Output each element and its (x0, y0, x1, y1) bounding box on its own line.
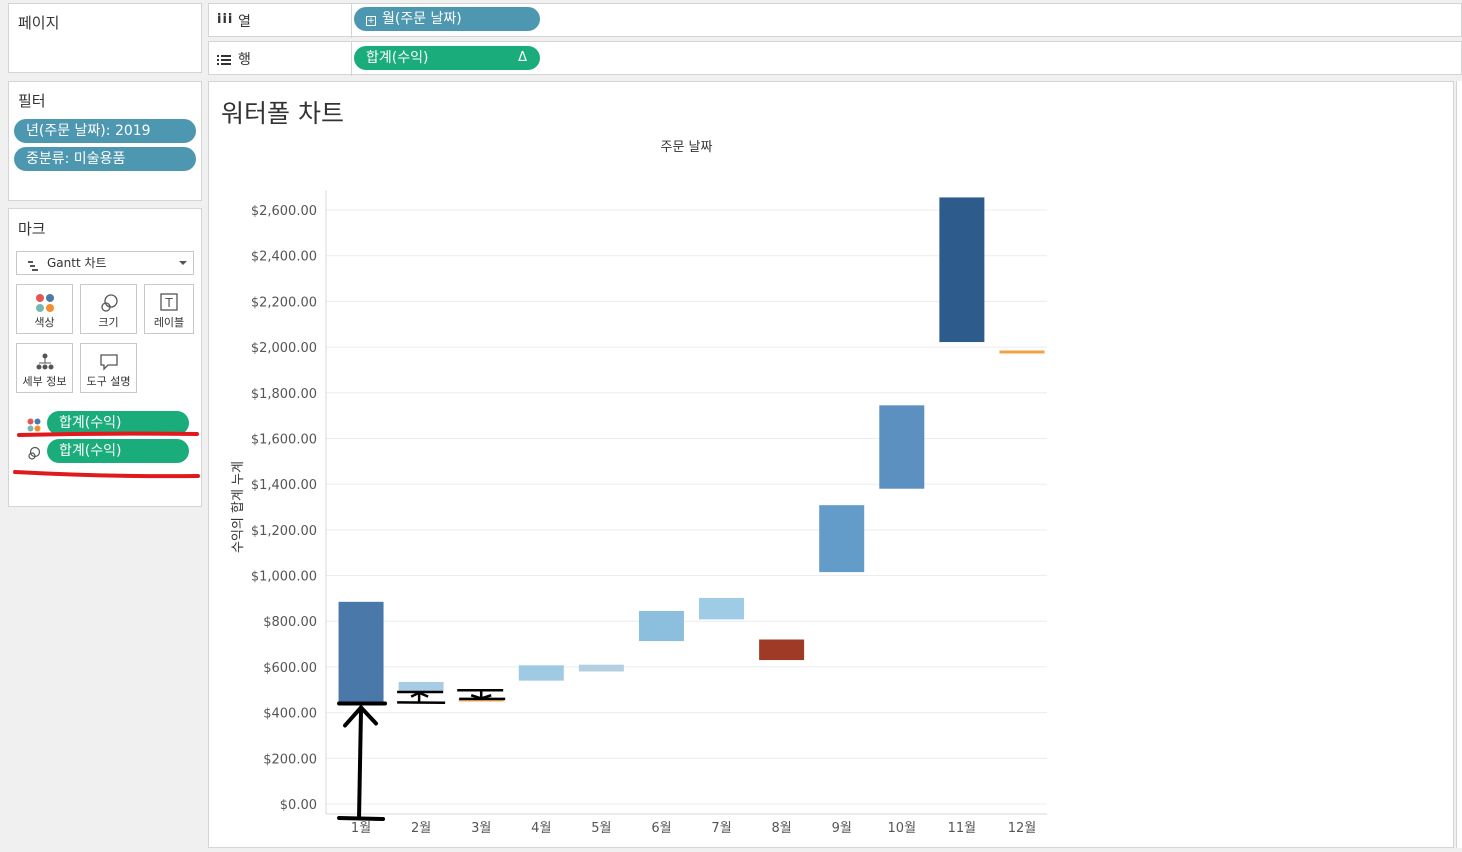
x-tick-label: 11월 (948, 821, 977, 836)
waterfall-bar (638, 610, 684, 642)
gantt-icon (27, 257, 39, 279)
x-tick-label: 5월 (591, 821, 611, 836)
annotation-arrow-head (410, 691, 429, 698)
annotation-arrow-head (343, 705, 379, 728)
filter-pill-year[interactable]: 년(주문 날짜): 2019 (14, 119, 196, 143)
y-tick-label: $200.00 (263, 752, 317, 767)
y-tick-label: $1,000.00 (251, 570, 317, 585)
size-icon (99, 293, 119, 317)
x-tick-label: 1월 (351, 821, 371, 836)
columns-icon: iii (217, 12, 234, 27)
red-underline-annotation (13, 431, 200, 479)
y-tick-label: $600.00 (263, 661, 317, 676)
shelf-divider (351, 4, 352, 38)
y-tick-label: $800.00 (263, 615, 317, 630)
y-tick-label: $1,400.00 (251, 478, 317, 493)
size-field-pill[interactable]: 합계(수익) (47, 439, 189, 463)
svg-text:T: T (164, 296, 173, 310)
tooltip-button[interactable]: 도구 설명 (80, 343, 137, 393)
rows-pill-label: 합계(수익) (366, 50, 429, 66)
x-tick-label: 6월 (651, 821, 671, 836)
color-icon (27, 417, 41, 436)
label-button[interactable]: T 레이블 (144, 284, 194, 334)
rows-icon (217, 51, 231, 65)
label-button-label: 레이블 (153, 316, 185, 329)
size-button-label: 크기 (98, 316, 119, 329)
rows-pill-profit[interactable]: 합계(수익) Δ (354, 46, 540, 70)
filters-card: 필터 년(주문 날짜): 2019 중분류: 미술용품 (8, 81, 202, 201)
waterfall-bar (759, 639, 805, 661)
waterfall-bar (819, 505, 865, 573)
waterfall-bar (699, 597, 745, 620)
y-tick-label: $2,400.00 (251, 250, 317, 265)
mark-type-label: Gantt 차트 (47, 256, 107, 270)
y-tick-label: $2,600.00 (251, 204, 317, 219)
right-edge-strip (1456, 81, 1462, 848)
marks-card: 마크 Gantt 차트 색상 크기 T 레이블 세부 정보 도구 설명 (8, 208, 202, 507)
x-tick-label: 10월 (888, 821, 917, 836)
waterfall-bar (338, 601, 384, 703)
text-icon: T (160, 293, 178, 315)
marks-title: 마크 (18, 220, 46, 238)
color-button[interactable]: 색상 (16, 284, 73, 334)
y-tick-label: $0.00 (280, 798, 317, 813)
columns-pill-label: 월(주문 날짜) (382, 11, 462, 27)
x-tick-label: 9월 (832, 821, 852, 836)
waterfall-bar (578, 664, 624, 672)
x-tick-label: 4월 (531, 821, 551, 836)
y-tick-label: $1,200.00 (251, 524, 317, 539)
expand-icon: + (366, 16, 376, 26)
y-tick-label: $1,600.00 (251, 432, 317, 447)
size-button[interactable]: 크기 (80, 284, 137, 334)
view-title: 워터폴 차트 (221, 99, 344, 128)
columns-pill-month[interactable]: + 월(주문 날짜) (354, 7, 540, 31)
delta-icon: Δ (518, 50, 527, 65)
rows-shelf[interactable]: 행 합계(수익) Δ (208, 41, 1462, 76)
filters-title: 필터 (18, 92, 46, 110)
y-tick-label: $2,000.00 (251, 341, 317, 356)
waterfall-bar (879, 405, 925, 489)
waterfall-bar (939, 197, 985, 343)
y-tick-label: $400.00 (263, 707, 317, 722)
view-card: 워터폴 차트 주문 날짜 $0.00 $200.00 $400.00 $600.00 $8… (208, 81, 1454, 848)
waterfall-bar (398, 682, 444, 692)
x-axis-header: 주문 날짜 (661, 140, 713, 155)
mark-type-select[interactable]: Gantt 차트 (16, 251, 194, 275)
shelf-divider (351, 42, 352, 76)
pages-title: 페이지 (18, 14, 60, 32)
annotation-arrow-head (470, 694, 492, 700)
y-axis-title: 수익의 합계 누계 (231, 461, 246, 553)
x-tick-label: 3월 (471, 821, 491, 836)
waterfall-bar (999, 350, 1045, 354)
annotation-line (337, 816, 386, 821)
columns-label: 열 (238, 14, 251, 30)
x-tick-label: 2월 (411, 821, 431, 836)
detail-button-label: 세부 정보 (22, 375, 67, 388)
color-icon (35, 293, 55, 317)
size-icon (27, 445, 41, 464)
color-field-pill[interactable]: 합계(수익) (47, 411, 189, 435)
x-tick-label: 7월 (711, 821, 731, 836)
filter-pill-subcategory[interactable]: 중분류: 미술용품 (14, 147, 196, 171)
detail-button[interactable]: 세부 정보 (16, 343, 73, 393)
annotation-arrow-shaft (357, 705, 364, 819)
columns-shelf[interactable]: iii 열 + 월(주문 날짜) (208, 3, 1462, 38)
tooltip-icon (99, 352, 119, 376)
y-tick-label: $2,200.00 (251, 295, 317, 310)
rows-label: 행 (238, 52, 251, 68)
pages-card: 페이지 (8, 3, 202, 73)
color-button-label: 색상 (34, 316, 55, 329)
x-tick-label: 12월 (1008, 821, 1037, 836)
y-tick-label: $1,800.00 (251, 387, 317, 402)
x-tick-label: 8월 (772, 821, 792, 836)
detail-icon (35, 352, 55, 376)
waterfall-bar (518, 665, 564, 681)
tooltip-button-label: 도구 설명 (86, 375, 131, 388)
chevron-down-icon (179, 261, 187, 265)
waterfall-chart: 주문 날짜 $0.00 $200.00 $400.00 $600.00 $800.00 $1… (231, 140, 1047, 836)
